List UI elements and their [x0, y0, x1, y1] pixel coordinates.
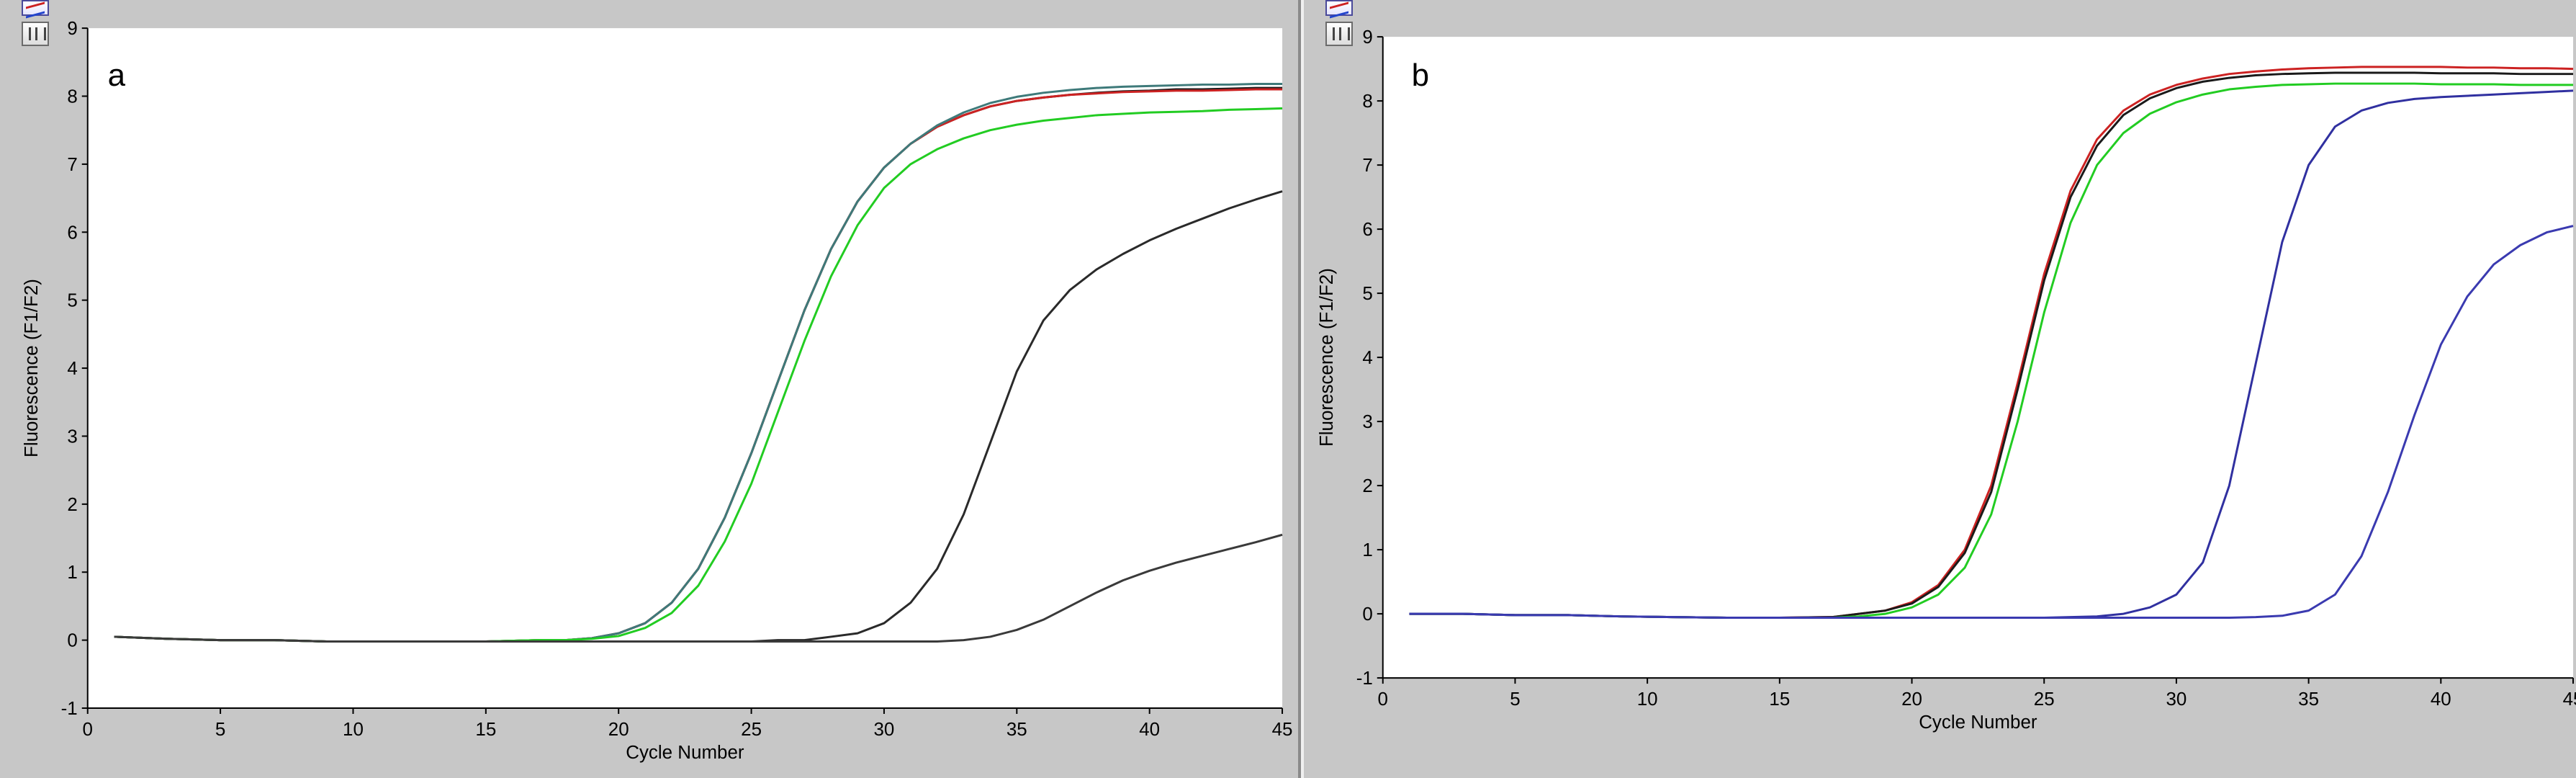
x-tick-label: 25: [741, 720, 762, 740]
y-axis-label: Fluorescence (F1/F2): [22, 279, 42, 457]
plot-legend-icon[interactable]: [22, 0, 49, 16]
panel-label: a: [108, 58, 126, 93]
panel-label: b: [1412, 58, 1429, 93]
y-tick-label: 1: [67, 563, 77, 583]
x-tick-label: 15: [475, 720, 496, 740]
plot-area: [1382, 37, 2574, 679]
plot-options-icon[interactable]: [1325, 22, 1353, 46]
x-tick-label: 20: [1901, 689, 1922, 710]
y-tick-label: 9: [1362, 27, 1372, 48]
y-tick-label: 0: [67, 631, 77, 651]
x-tick-label: 5: [1510, 689, 1520, 710]
plot-legend-icon[interactable]: [1325, 0, 1353, 16]
y-tick-label: 4: [67, 359, 77, 379]
x-tick-label: 35: [2298, 689, 2319, 710]
y-tick-label: 1: [1362, 540, 1372, 560]
x-tick-label: 45: [1272, 720, 1293, 740]
y-tick-label: 2: [67, 495, 77, 515]
y-tick-label: 3: [67, 426, 77, 447]
y-tick-label: 6: [1362, 220, 1372, 240]
x-tick-label: 0: [1378, 689, 1388, 710]
series-line-6: [114, 533, 1283, 643]
y-tick-label: -1: [61, 699, 78, 719]
y-tick-label: 4: [1362, 348, 1372, 368]
x-tick-label: 10: [1637, 689, 1658, 710]
x-tick-label: 45: [2563, 689, 2576, 710]
x-tick-label: 0: [83, 720, 93, 740]
y-tick-label: 8: [1362, 91, 1372, 112]
y-tick-label: 7: [67, 155, 77, 175]
plot-area: [87, 28, 1283, 709]
x-tick-label: 40: [2431, 689, 2451, 710]
x-tick-label: 35: [1006, 720, 1027, 740]
x-tick-label: 5: [215, 720, 225, 740]
y-tick-label: 6: [67, 223, 77, 243]
series-line-5: [1409, 225, 2574, 619]
y-tick-label: 7: [1362, 156, 1372, 176]
x-tick-label: 30: [2166, 689, 2187, 710]
x-axis-label: Cycle Number: [1919, 712, 2037, 733]
x-tick-label: 10: [343, 720, 364, 740]
chart-panel-a: -1 0 1 2 3 4 5 6 7 8 9 0 5 10 15 20 25 30 35 40 45 Cycle Numb…: [0, 0, 1301, 778]
y-tick-label: 2: [1362, 476, 1372, 496]
y-tick-label: 5: [1362, 284, 1372, 304]
plot-options-icon[interactable]: [22, 22, 49, 46]
x-tick-label: 15: [1769, 689, 1790, 710]
x-axis-label: Cycle Number: [626, 743, 744, 763]
x-tick-label: 25: [2034, 689, 2055, 710]
x-tick-label: 40: [1139, 720, 1160, 740]
x-tick-label: 20: [608, 720, 629, 740]
y-tick-label: 0: [1362, 604, 1372, 625]
y-tick-label: 9: [67, 19, 77, 39]
y-tick-label: -1: [1356, 669, 1373, 689]
y-tick-label: 3: [1362, 412, 1372, 432]
y-tick-label: 8: [67, 86, 77, 107]
y-tick-label: 5: [67, 291, 77, 311]
y-axis-label: Fluorescence (F1/F2): [1317, 268, 1337, 447]
x-tick-label: 30: [874, 720, 895, 740]
